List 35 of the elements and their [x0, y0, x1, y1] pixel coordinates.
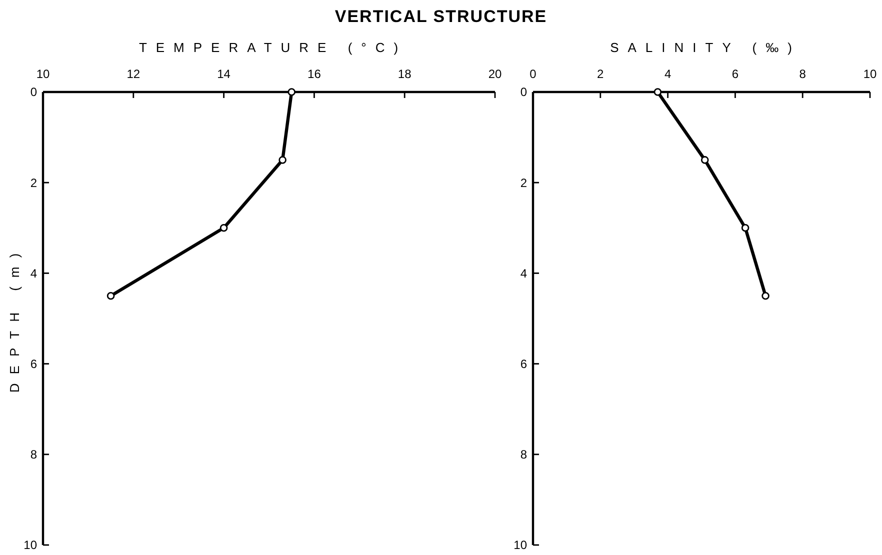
x-tick-label: 8	[799, 67, 806, 81]
y-tick-label: 6	[520, 357, 528, 371]
point	[220, 224, 228, 232]
x-tick-label: 6	[732, 67, 739, 81]
x-tick-label: 20	[488, 67, 502, 81]
y-axis-title: DEPTH (m)	[7, 244, 22, 393]
x-tick-label: 12	[126, 67, 140, 81]
x-axis-title: SALINITY (‰)	[610, 40, 801, 55]
x-tick-label: 0	[530, 67, 537, 81]
point	[762, 292, 770, 300]
point	[278, 156, 286, 164]
point	[106, 292, 115, 300]
x-tick-label: 18	[398, 67, 412, 81]
chart-title: VERTICAL STRUCTURE	[334, 7, 548, 26]
y-tick-label: 4	[520, 266, 528, 280]
y-tick-label: 8	[30, 448, 38, 462]
x-tick-label: 4	[664, 67, 672, 81]
point	[700, 156, 709, 164]
y-tick-label: 10	[514, 538, 528, 552]
y-tick-label: 4	[30, 266, 38, 280]
point	[288, 88, 296, 96]
y-tick-label: 6	[30, 357, 38, 371]
x-tick-label: 16	[308, 67, 322, 81]
point	[654, 88, 662, 96]
y-tick-label: 2	[520, 176, 528, 190]
y-tick-label: 10	[24, 538, 38, 552]
x-tick-label: 10	[863, 67, 877, 81]
y-tick-label: 0	[30, 85, 38, 100]
y-tick-label: 0	[520, 85, 528, 100]
x-tick-label: 14	[217, 67, 231, 81]
y-tick-label: 8	[520, 448, 528, 462]
x-tick-label: 2	[597, 67, 604, 81]
y-tick-label: 2	[30, 176, 38, 190]
point	[741, 224, 750, 232]
x-axis-title: TEMPERATURE (°C)	[138, 40, 408, 55]
